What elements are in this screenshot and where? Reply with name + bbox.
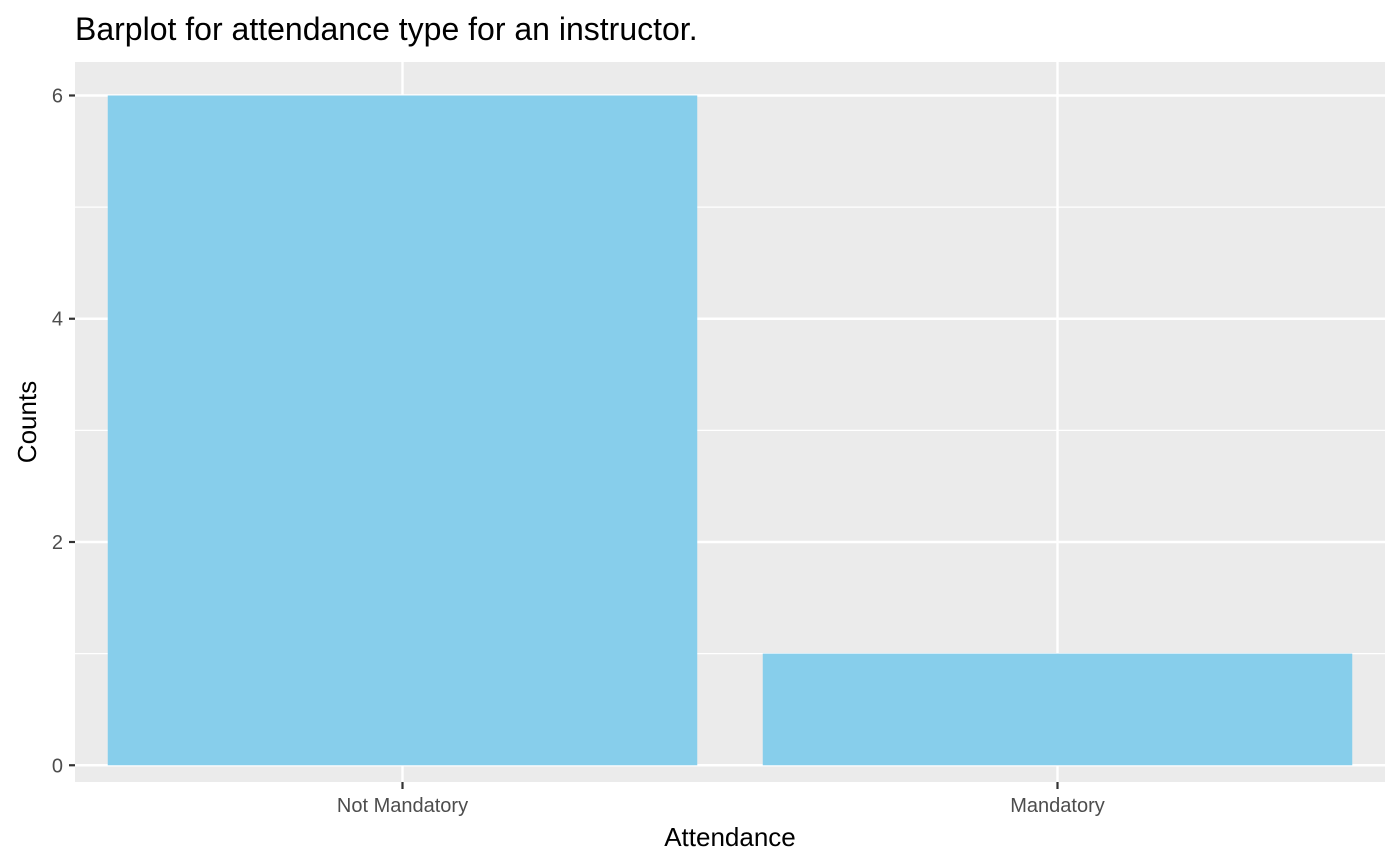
x-tick-label: Mandatory <box>1010 795 1105 817</box>
y-tick-label: 2 <box>52 532 63 554</box>
bar-mandatory <box>762 653 1353 766</box>
y-tick-label: 6 <box>52 85 63 107</box>
bar-not-mandatory <box>107 95 698 766</box>
chart-title: Barplot for attendance type for an instr… <box>75 11 698 47</box>
x-axis: Not Mandatory Mandatory <box>337 782 1105 817</box>
y-axis: 0 2 4 6 <box>52 85 75 777</box>
x-axis-title: Attendance <box>664 822 796 852</box>
bars <box>107 95 1353 766</box>
y-axis-title: Counts <box>12 381 42 463</box>
y-tick-label: 0 <box>52 755 63 777</box>
x-tick-label: Not Mandatory <box>337 795 468 817</box>
y-tick-label: 4 <box>52 309 63 331</box>
